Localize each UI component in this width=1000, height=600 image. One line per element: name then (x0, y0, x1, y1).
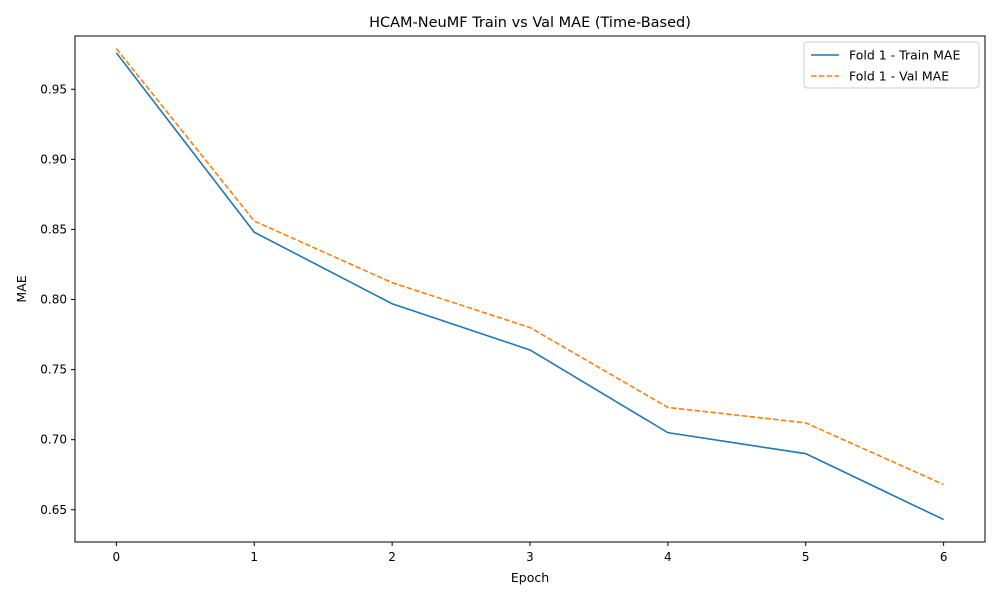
legend-train-label: Fold 1 - Train MAE (849, 48, 960, 63)
legend-val-label: Fold 1 - Val MAE (849, 69, 949, 84)
x-tick-label: 6 (940, 550, 948, 564)
y-tick-label: 0.95 (40, 82, 67, 96)
series-layer (115, 48, 944, 521)
plot-area-frame (74, 35, 986, 543)
y-tick-label: 0.80 (40, 293, 67, 307)
val-mae-line (115, 48, 944, 486)
y-axis-ticks: 0.65 0.70 0.75 0.80 0.85 0.90 0.95 (40, 82, 75, 517)
y-tick-label: 0.85 (40, 222, 67, 236)
y-tick-label: 0.65 (40, 503, 67, 517)
x-tick-label: 5 (802, 550, 810, 564)
train-mae-line (115, 52, 944, 521)
legend-box (803, 41, 980, 89)
x-tick-label: 3 (526, 550, 534, 564)
legend: Fold 1 - Train MAE Fold 1 - Val MAE (803, 41, 980, 89)
x-tick-label: 1 (250, 550, 258, 564)
x-axis-label: Epoch (511, 570, 549, 585)
y-tick-label: 0.75 (40, 363, 67, 377)
y-tick-label: 0.90 (40, 152, 67, 166)
x-tick-label: 4 (664, 550, 672, 564)
y-tick-label: 0.70 (40, 433, 67, 447)
x-tick-label: 2 (388, 550, 396, 564)
x-tick-label: 0 (113, 550, 121, 564)
chart-title: HCAM-NeuMF Train vs Val MAE (Time-Based) (369, 15, 691, 31)
x-axis-ticks: 0 1 2 3 4 5 6 (113, 542, 948, 564)
y-axis-label: MAE (14, 275, 29, 302)
